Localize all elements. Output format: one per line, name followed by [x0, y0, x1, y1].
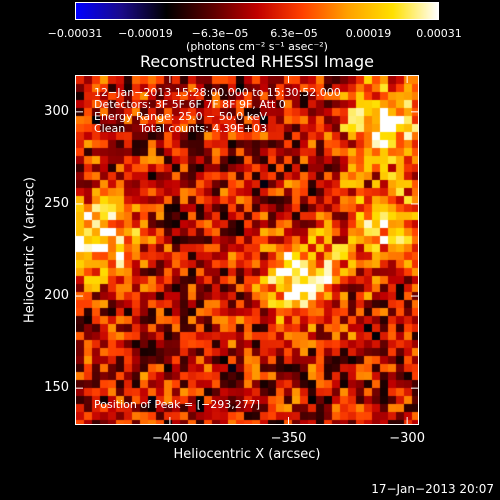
annotation-energy-range: Energy Range: 25.0 − 50.0 keV [94, 110, 268, 123]
image-plot-area: 12−Jan−2013 15:28:00.000 to 15:30:52.000… [75, 75, 419, 425]
colorbar [75, 2, 439, 20]
y-tick-label: 150 [44, 380, 69, 396]
colorbar-tick-label: 6.3e−05 [270, 27, 318, 40]
colorbar-tick-label: 0.00031 [416, 27, 462, 40]
heatmap-image [76, 76, 418, 424]
colorbar-tick-label: −0.00019 [118, 27, 173, 40]
x-tick-label: −400 [152, 431, 188, 446]
annotation-detectors: Detectors: 3F 5F 6F 7F 8F 9F, Att 0 [94, 98, 286, 111]
colorbar-units-label: (photons cm⁻² s⁻¹ asec⁻²) [186, 40, 328, 53]
colorbar-tick-label: 0.00019 [345, 27, 392, 40]
x-tick-label: −350 [270, 431, 307, 446]
plot-timestamp: 17−Jan−2013 20:07 [371, 482, 494, 496]
x-axis-label: Heliocentric X (arcsec) [173, 447, 321, 462]
y-tick-label: 300 [44, 103, 69, 119]
colorbar-tick-label: −6.3e−05 [191, 27, 249, 40]
chart-title: Reconstructed RHESSI Image [140, 52, 374, 71]
annotation-time-range: 12−Jan−2013 15:28:00.000 to 15:30:52.000 [94, 86, 341, 99]
annotation-total-counts: Clean Total counts: 4.39E+03 [94, 122, 268, 135]
y-axis-label: Heliocentric Y (arcsec) [22, 177, 38, 323]
y-tick-label: 200 [44, 288, 69, 304]
x-tick-label: −300 [389, 431, 425, 446]
peak-position-label: Position of Peak = [−293,277] [94, 398, 261, 411]
y-tick-label: 250 [44, 195, 69, 211]
colorbar-tick-label: −0.00031 [47, 27, 103, 40]
